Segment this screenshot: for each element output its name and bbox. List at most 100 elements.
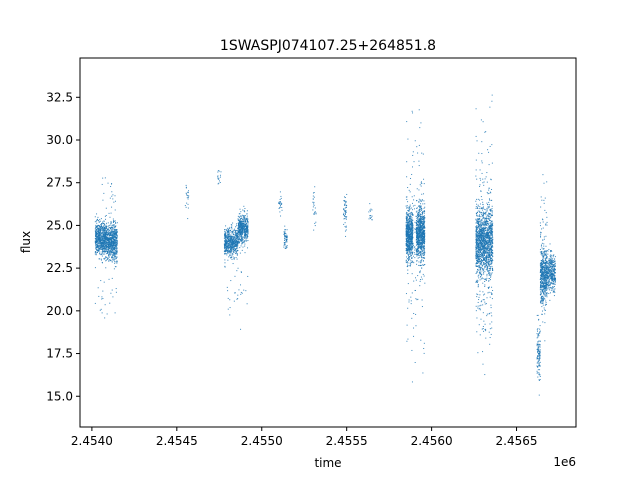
data-point (227, 234, 229, 236)
data-point (408, 229, 409, 231)
data-point (226, 245, 228, 247)
data-point (228, 245, 230, 247)
data-point (409, 212, 411, 214)
data-point (108, 256, 110, 258)
data-point (476, 214, 478, 216)
data-point (409, 242, 411, 244)
data-point (106, 244, 108, 246)
data-point (231, 243, 233, 245)
data-point (233, 300, 235, 302)
data-point (480, 225, 482, 227)
data-point (406, 246, 408, 248)
data-point (99, 241, 101, 243)
data-point (416, 146, 418, 148)
data-point (406, 222, 408, 224)
data-point (241, 237, 243, 239)
data-point (110, 186, 112, 188)
data-point (231, 228, 233, 230)
data-point (415, 253, 417, 255)
data-point (105, 249, 107, 251)
data-point (418, 236, 420, 238)
data-point (96, 238, 98, 240)
data-point (110, 237, 112, 239)
data-point (419, 226, 421, 228)
data-point (421, 152, 423, 154)
data-point (105, 241, 107, 243)
data-point (315, 212, 317, 214)
data-point (418, 230, 420, 232)
data-point (312, 206, 314, 208)
data-point (116, 244, 118, 246)
data-point (102, 237, 104, 239)
data-point (405, 247, 407, 249)
data-point (344, 210, 346, 212)
data-point (237, 245, 239, 247)
data-point (284, 244, 286, 246)
data-point (406, 240, 407, 242)
data-point (231, 244, 233, 246)
data-point (108, 238, 110, 240)
data-point (229, 232, 231, 234)
data-point (235, 226, 237, 228)
data-point (238, 223, 240, 225)
data-point (414, 257, 416, 259)
data-point (113, 237, 115, 239)
data-point (241, 229, 243, 231)
data-point (105, 207, 107, 209)
data-point (227, 230, 229, 232)
data-point (112, 224, 114, 226)
data-point (481, 267, 483, 269)
data-point (283, 244, 285, 246)
data-point (475, 226, 477, 228)
data-point (244, 245, 246, 247)
data-point (408, 237, 410, 239)
data-point (345, 211, 347, 213)
data-point (420, 257, 422, 259)
data-point (420, 246, 422, 248)
data-point (109, 302, 111, 304)
data-point (113, 244, 115, 246)
data-point (224, 233, 226, 235)
data-point (407, 248, 409, 250)
data-point (424, 264, 426, 265)
data-point (108, 246, 110, 248)
data-point (422, 231, 424, 233)
data-point (242, 232, 244, 234)
data-point (230, 242, 232, 244)
data-point (102, 229, 104, 231)
data-point (416, 228, 418, 230)
data-point (419, 217, 421, 219)
data-point (417, 227, 419, 229)
data-point (228, 229, 230, 231)
data-point (116, 245, 118, 247)
data-point (410, 242, 412, 244)
data-point (408, 245, 410, 247)
data-point (229, 239, 231, 241)
data-point (103, 238, 105, 240)
data-point (244, 228, 246, 230)
data-point (230, 237, 232, 239)
data-point (111, 247, 113, 249)
data-point (232, 239, 234, 241)
data-point (418, 264, 420, 266)
data-point (112, 226, 114, 228)
data-point (100, 240, 102, 242)
data-point (112, 249, 114, 251)
data-point (240, 271, 242, 273)
data-point (420, 264, 422, 266)
data-point (489, 248, 491, 250)
data-point (244, 252, 246, 254)
data-point (116, 229, 118, 231)
data-point (411, 261, 413, 263)
data-point (113, 255, 115, 257)
data-point (489, 259, 491, 261)
data-point (409, 264, 411, 266)
data-point (414, 249, 416, 251)
data-point (242, 236, 244, 238)
data-point (98, 242, 100, 244)
data-point (424, 206, 426, 208)
data-point (227, 227, 229, 229)
data-point (406, 252, 408, 254)
data-point (478, 260, 480, 262)
data-point (109, 250, 111, 252)
